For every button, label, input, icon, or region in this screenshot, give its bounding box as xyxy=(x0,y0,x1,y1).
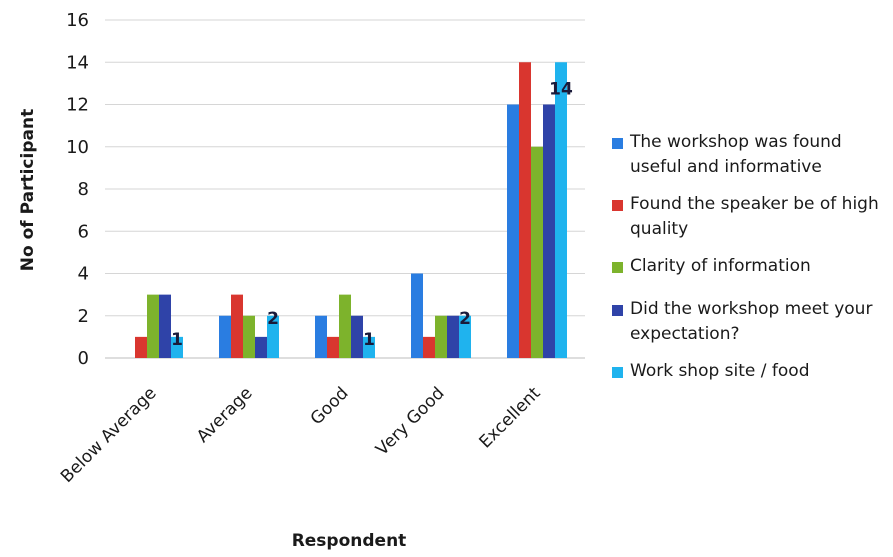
bar xyxy=(459,315,471,358)
x-tick-label: Very Good xyxy=(372,383,448,459)
bar xyxy=(555,62,567,358)
chart-legend: The workshop was found useful and inform… xyxy=(612,130,890,396)
bar xyxy=(363,336,375,358)
legend-swatch xyxy=(612,200,623,211)
y-tick-label: 14 xyxy=(66,52,89,73)
y-tick-label: 8 xyxy=(78,179,89,200)
bar xyxy=(519,62,531,358)
y-tick-label: 6 xyxy=(78,221,89,242)
data-label: 2 xyxy=(459,309,471,329)
bar xyxy=(447,315,459,358)
legend-label: Found the speaker be of high quality xyxy=(630,194,879,239)
y-tick-label: 2 xyxy=(78,306,89,327)
bar xyxy=(315,315,327,358)
legend-swatch xyxy=(612,305,623,316)
x-tick-label: Excellent xyxy=(475,383,544,452)
legend-label: Clarity of information xyxy=(630,256,811,276)
legend-item: Clarity of information xyxy=(612,254,890,279)
y-axis-ticks: 0 2 4 6 8 10 12 14 16 xyxy=(66,10,89,369)
y-tick-label: 0 xyxy=(78,348,89,369)
bar xyxy=(219,315,231,358)
legend-item: Found the speaker be of high quality xyxy=(612,192,890,242)
x-tick-label: Good xyxy=(307,383,353,429)
bar xyxy=(255,336,267,358)
x-tick-label: Below Average xyxy=(57,383,161,487)
bar xyxy=(159,294,171,358)
x-axis-categories: Below Average Average Good Very Good Excelle… xyxy=(57,383,545,487)
bar xyxy=(147,294,159,358)
bar xyxy=(423,336,435,358)
legend-item: Work shop site / food xyxy=(612,359,890,384)
data-label: 14 xyxy=(549,79,573,99)
legend-swatch xyxy=(612,262,623,273)
bar xyxy=(243,315,255,358)
bar xyxy=(411,273,423,358)
bar xyxy=(231,294,243,358)
y-tick-label: 12 xyxy=(66,95,89,116)
y-tick-label: 10 xyxy=(66,137,89,158)
data-labels: 1 2 1 2 14 xyxy=(171,79,573,350)
data-label: 1 xyxy=(171,330,183,350)
legend-label: Did the workshop meet your expectation? xyxy=(630,299,873,344)
legend-item: The workshop was found useful and inform… xyxy=(612,130,890,180)
legend-swatch xyxy=(612,367,623,378)
bar xyxy=(435,315,447,358)
gridlines xyxy=(105,19,585,359)
x-axis-title: Respondent xyxy=(292,531,407,551)
bar xyxy=(507,104,519,358)
legend-label: Work shop site / food xyxy=(630,361,810,381)
legend-swatch xyxy=(612,138,623,149)
bars xyxy=(135,62,567,358)
bar xyxy=(327,336,339,358)
data-label: 2 xyxy=(267,309,279,329)
bar xyxy=(543,104,555,358)
y-tick-label: 4 xyxy=(78,264,89,285)
bar xyxy=(339,294,351,358)
bar xyxy=(531,146,543,358)
bar xyxy=(135,336,147,358)
bar xyxy=(267,315,279,358)
legend-item: Did the workshop meet your expectation? xyxy=(612,297,890,347)
legend-label: The workshop was found useful and inform… xyxy=(630,132,842,177)
data-label: 1 xyxy=(363,330,375,350)
x-tick-label: Average xyxy=(193,383,257,447)
bar xyxy=(171,336,183,358)
y-tick-label: 16 xyxy=(66,10,89,31)
bar xyxy=(351,315,363,358)
y-axis-title: No of Participant xyxy=(18,109,38,271)
